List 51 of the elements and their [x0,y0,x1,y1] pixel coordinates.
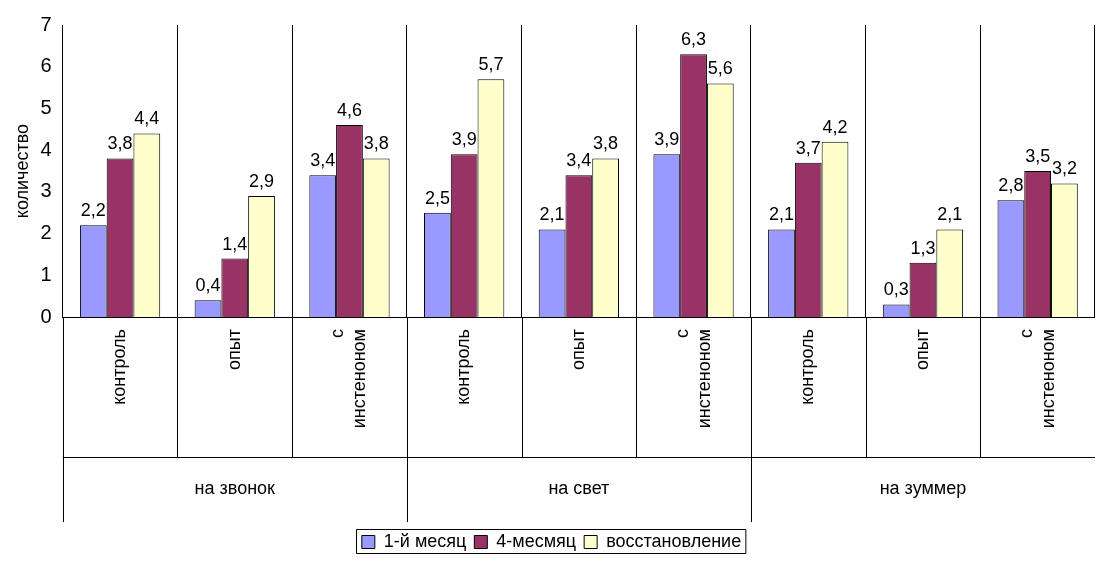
x-tick-label: опыт [911,329,932,370]
data-label: 3,4 [310,150,336,171]
data-label: 1,4 [222,233,248,254]
data-label: 4,6 [336,100,362,121]
data-label: 3,4 [566,150,592,171]
data-label: 3,5 [1025,145,1051,166]
y-tick-label: 4 [40,137,52,160]
y-tick-label: 1 [40,262,52,285]
x-tick-label: опыт [223,329,244,370]
data-label: 2,1 [768,204,795,225]
data-label: 5,6 [707,58,733,79]
data-label: 4,2 [822,116,848,137]
y-tick-label: 6 [40,54,52,77]
data-label: 0,4 [195,275,221,296]
text: на звонок [194,478,276,499]
data-label: 3,9 [654,129,680,150]
data-label: 6,3 [681,29,707,50]
data-label: 3,8 [363,133,389,154]
x-tick-label: опыт [567,329,588,370]
data-label: 5,7 [478,54,504,75]
data-label: 4,4 [134,108,160,129]
y-tick-label: 2 [40,221,52,244]
data-label: 0,3 [883,279,909,300]
text: на свет [548,478,610,499]
data-label: 3,2 [1051,158,1077,179]
y-tick-label: 5 [40,95,52,118]
text: на зуммер [879,478,967,499]
x-tick-label: контроль [797,329,818,405]
data-label: 3,8 [107,133,133,154]
legend-label: восстановление [606,530,742,551]
data-label: 2,2 [80,200,106,221]
y-tick-label: 7 [40,12,52,35]
y-tick-label: 0 [40,304,52,327]
data-label: 2,1 [937,204,963,225]
legend-label: 4-месмяц [496,530,577,551]
x-tick-label: контроль [453,329,474,405]
x-tick-label: с инстеноном [1015,329,1058,429]
x-tick-label: с инстеноном [327,329,370,429]
data-label: 2,9 [249,171,275,191]
data-label: 3,7 [795,137,821,158]
data-label: 3,9 [451,129,477,150]
x-tick-label: с инстеноном [671,329,714,429]
legend-label: 1-й месяц [383,530,467,551]
data-label: 2,5 [424,187,450,208]
data-label: 2,1 [539,204,565,225]
data-label: 1,3 [910,237,936,258]
x-tick-label: контроль [109,329,130,405]
y-tick-label: 3 [40,179,52,202]
y-axis-title: количество [11,123,32,219]
data-label: 2,8 [998,175,1024,196]
data-label: 3,8 [593,133,619,154]
